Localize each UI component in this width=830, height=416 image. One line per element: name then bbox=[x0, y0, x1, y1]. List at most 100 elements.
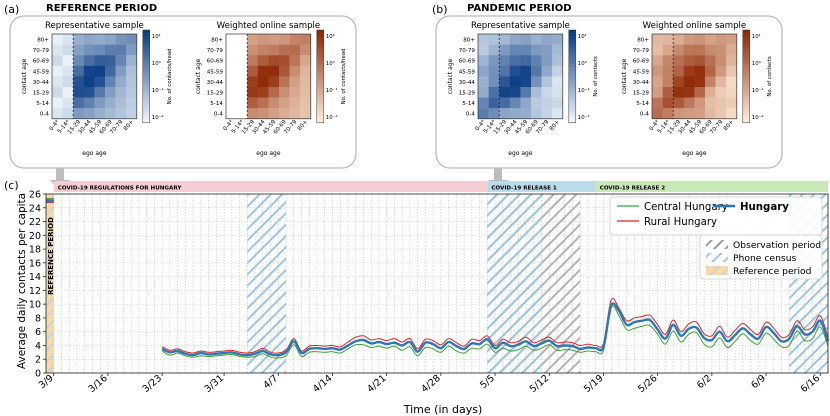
colorbar-segment bbox=[742, 67, 750, 71]
colorbar-segment bbox=[316, 48, 324, 52]
heatmap-cell bbox=[652, 55, 663, 66]
heatmap-cell bbox=[683, 108, 695, 119]
colorbar-segment bbox=[316, 64, 324, 68]
heatmap-cell bbox=[488, 55, 500, 66]
heatmap-cell bbox=[552, 55, 563, 66]
colorbar-tick: 10⁻¹ bbox=[578, 87, 590, 94]
heatmap-cell bbox=[94, 55, 106, 66]
series-line-central-hungary bbox=[161, 305, 829, 359]
heatmap-cell bbox=[115, 55, 127, 66]
heatmap-cell bbox=[552, 44, 563, 56]
heatmap-cell bbox=[662, 65, 674, 77]
colorbar-segment bbox=[742, 91, 750, 96]
colorbar-segment bbox=[568, 91, 576, 96]
colorbar-segment bbox=[316, 98, 324, 102]
heatmap-cell bbox=[83, 97, 95, 109]
x-tick-label: 3/23 bbox=[141, 373, 164, 395]
heatmap-cell bbox=[552, 87, 563, 98]
heatmap-cell bbox=[247, 87, 258, 98]
legend-frame bbox=[699, 234, 823, 280]
colorbar-segment bbox=[142, 36, 150, 40]
colorbar-segment bbox=[742, 48, 750, 52]
heatmap-cell bbox=[499, 65, 510, 77]
heatmap-cell bbox=[673, 108, 684, 119]
colorbar-segment bbox=[742, 33, 750, 37]
heatmap-cell bbox=[268, 55, 280, 66]
region-reference bbox=[46, 194, 54, 373]
colorbar-segment bbox=[142, 64, 150, 68]
heatmap-b-representative: Representative sample 80+ 70-79 60-69 45-59 3… bbox=[447, 21, 599, 157]
heatmap-xlabel: ego age bbox=[256, 150, 281, 157]
heatmap-cell bbox=[705, 108, 716, 119]
x-tick-label: 3/16 bbox=[86, 373, 109, 395]
heatmap-cell bbox=[478, 76, 489, 88]
colorbar-segment bbox=[316, 76, 324, 80]
heatmap-cell bbox=[673, 55, 684, 66]
heatmap-cell bbox=[683, 44, 695, 56]
heatmap-y-tick: 45-59 bbox=[633, 69, 650, 75]
heatmap-cell bbox=[520, 108, 532, 119]
heatmap-ylabel: contact age bbox=[621, 58, 628, 94]
heatmap-cell bbox=[115, 65, 127, 77]
heatmap-cell bbox=[552, 65, 563, 77]
heatmap-cell bbox=[236, 65, 248, 77]
heatmap-cell bbox=[694, 97, 706, 109]
heatmap-cell bbox=[300, 44, 311, 56]
heatmap-cell bbox=[300, 108, 311, 119]
y-tick-label: 10 bbox=[29, 300, 41, 311]
colorbar-segment bbox=[568, 116, 576, 121]
colorbar-segment bbox=[316, 107, 324, 111]
colorbar-segment bbox=[568, 30, 576, 34]
heatmap-cell bbox=[62, 55, 74, 66]
heatmap-cell bbox=[694, 34, 706, 45]
heatmap-cell bbox=[73, 34, 84, 45]
heatmap-cell bbox=[662, 34, 674, 45]
heatmap-cell bbox=[541, 76, 553, 88]
heatmap-y-tick: 80+ bbox=[37, 38, 49, 44]
heatmap-cell bbox=[52, 34, 63, 45]
heatmap-cell bbox=[726, 87, 737, 98]
colorbar-segment bbox=[142, 110, 150, 114]
heatmap-cell bbox=[105, 65, 116, 77]
heatmap-cell bbox=[499, 34, 510, 45]
colorbar-tick: 10⁻² bbox=[326, 114, 338, 121]
colorbar-segment bbox=[568, 113, 576, 117]
heatmap-cell bbox=[552, 97, 563, 109]
phase-label: COVID-19 REGULATIONS FOR HUNGARY bbox=[58, 186, 183, 192]
heatmap-cell bbox=[62, 65, 74, 77]
heatmap-cell bbox=[73, 44, 84, 56]
series-line-rural-hungary bbox=[161, 297, 829, 354]
heatmap-cell bbox=[531, 97, 542, 109]
colorbar-segment bbox=[742, 70, 750, 74]
colorbar-segment bbox=[568, 73, 576, 77]
colorbar-label: No. of contacts bbox=[593, 56, 599, 97]
heatmap-cell bbox=[257, 87, 269, 98]
heatmap-y-tick: 70-79 bbox=[207, 48, 224, 54]
legend-label: Hungary bbox=[740, 202, 789, 213]
heatmap-y-tick: 5-14 bbox=[210, 101, 223, 107]
colorbar-segment bbox=[142, 98, 150, 102]
colorbar-segment bbox=[142, 79, 150, 83]
colorbar-segment bbox=[316, 85, 324, 90]
heatmap-cell bbox=[705, 76, 716, 88]
heatmap-cell bbox=[126, 65, 137, 77]
colorbar-segment bbox=[568, 94, 576, 99]
colorbar-segment bbox=[568, 67, 576, 71]
panel-a-label: (a) bbox=[4, 3, 19, 16]
heatmap-cell bbox=[83, 55, 95, 66]
heatmap-cell bbox=[300, 97, 311, 109]
colorbar-frame bbox=[742, 29, 751, 124]
panel-c-label: (c) bbox=[4, 179, 19, 192]
heatmap-y-tick: 70-79 bbox=[633, 48, 650, 54]
heatmap-cell bbox=[726, 108, 737, 119]
colorbar-segment bbox=[142, 42, 150, 46]
x-tick-label: 5/12 bbox=[528, 373, 551, 395]
phase-bar: COVID-19 REGULATIONS FOR HUNGARY COVID-19… bbox=[53, 181, 828, 192]
heatmap-cell bbox=[652, 97, 663, 109]
heatmap-cell bbox=[289, 44, 301, 56]
heatmap-cell bbox=[478, 65, 489, 77]
colorbar-tick: 10⁻¹ bbox=[152, 87, 164, 94]
heatmap-cell bbox=[652, 44, 663, 56]
heatmap-cell bbox=[499, 55, 510, 66]
heatmap-cell bbox=[62, 108, 74, 119]
